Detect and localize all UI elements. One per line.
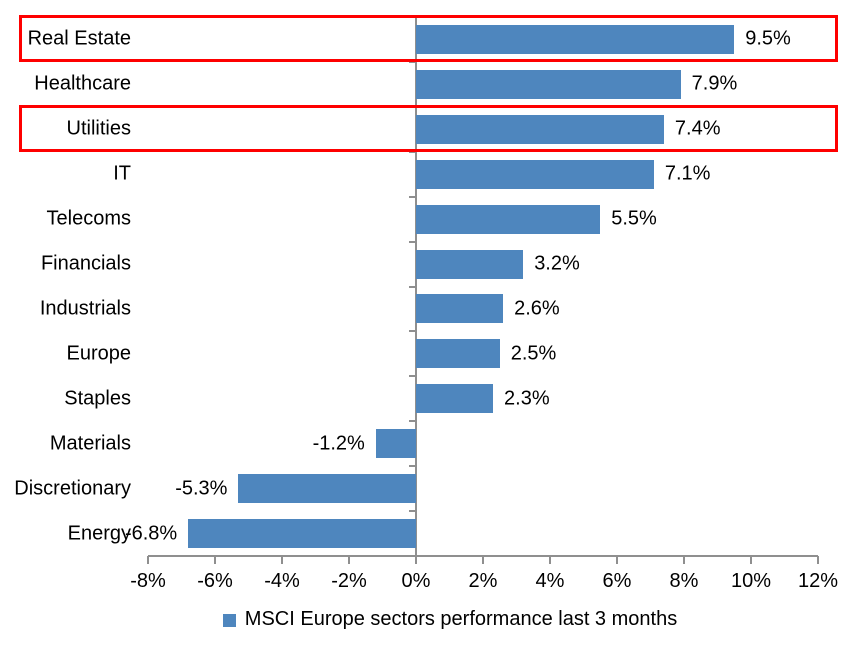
legend-label: MSCI Europe sectors performance last 3 m… [244,608,678,630]
category-label: Healthcare [34,72,131,95]
x-axis-tick-label: 10% [730,570,772,592]
x-axis-tick-label: -8% [130,570,166,592]
x-axis-tick-label: -6% [197,570,233,592]
x-axis-tick-label: 4% [535,570,565,592]
x-axis-tick-label: -2% [331,570,367,592]
x-axis-tick-label: 0% [401,570,431,592]
value-label: -6.8% [124,522,178,545]
bar-real-estate [416,24,735,54]
category-label: Utilities [66,117,131,140]
y-axis-tick [409,510,415,513]
category-label: Europe [66,342,132,365]
y-axis-tick [409,465,415,468]
category-label: Financials [40,252,131,275]
category-label: Staples [64,387,131,410]
bar-industrials [416,294,504,324]
x-axis-tick [750,556,752,564]
legend-swatch-icon [222,614,236,627]
value-label: -1.2% [312,432,365,455]
category-label: IT [113,162,131,185]
y-axis-tick [409,240,415,243]
y-axis-tick [409,285,415,288]
bar-financials [416,249,524,279]
y-axis-tick [409,195,415,198]
value-label: 2.5% [510,342,557,365]
bar-discretionary [238,474,416,504]
x-axis-tick [616,556,618,564]
x-axis-tick-label: -4% [264,570,300,592]
x-axis-tick [147,556,149,564]
y-axis-tick [409,420,415,423]
y-axis-tick [409,375,415,378]
y-axis-tick [409,555,415,557]
x-axis-tick-label: 12% [797,570,839,592]
value-label: 9.5% [745,27,791,50]
x-axis-tick [415,556,417,564]
y-axis-tick [409,330,415,333]
x-axis-tick-label: 6% [602,570,632,592]
bar-telecoms [416,204,601,234]
category-label: Real Estate [27,27,131,50]
x-axis-tick [549,556,551,564]
value-label: 3.2% [534,252,580,275]
x-axis-tick [214,556,216,564]
bar-utilities [416,114,664,144]
y-axis-tick [409,105,415,108]
x-axis-tick [817,556,819,564]
legend: MSCI Europe sectors performance last 3 m… [0,608,852,631]
y-axis-tick [409,16,415,18]
y-axis-tick [409,60,415,63]
y-axis-tick [409,150,415,153]
x-axis-tick-label: 2% [468,570,498,592]
x-axis-tick-label: 8% [669,570,699,592]
category-label: Discretionary [14,477,131,500]
value-label: 7.1% [664,162,711,185]
value-label: 7.9% [691,72,738,95]
category-label: Telecoms [46,207,131,230]
x-axis-tick [482,556,484,564]
category-label: Materials [49,432,131,455]
bar-it [416,159,654,189]
value-label: 2.6% [514,297,560,320]
value-label: 2.3% [504,387,550,410]
bar-materials [375,429,416,459]
x-axis-tick [348,556,350,564]
bar-healthcare [416,69,681,99]
category-label: Energy [67,522,131,545]
value-label: 7.4% [674,117,721,140]
bar-staples [416,384,494,414]
bar-europe [416,339,500,369]
x-axis-tick [683,556,685,564]
y-axis-line [415,17,417,563]
x-axis-tick [281,556,283,564]
value-label: -5.3% [175,477,228,500]
value-label: 5.5% [611,207,657,230]
bar-energy [188,519,416,549]
category-label: Industrials [39,297,131,320]
